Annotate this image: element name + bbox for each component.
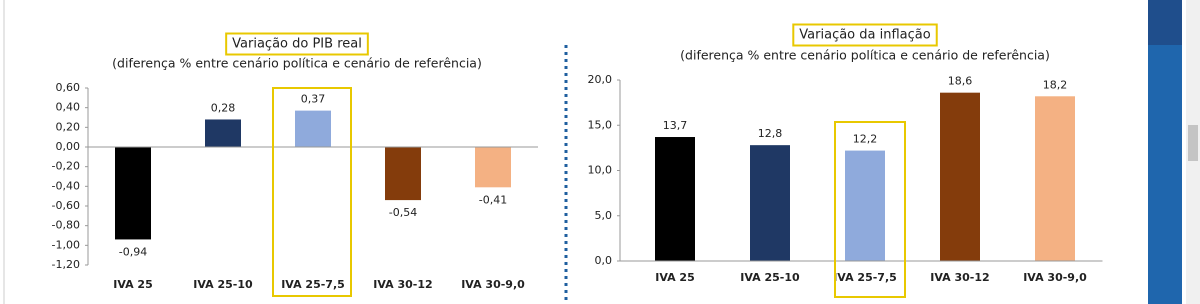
y-tick-label: 0,00 bbox=[56, 140, 81, 153]
bar bbox=[655, 137, 695, 261]
y-tick-label: -0,40 bbox=[52, 179, 80, 192]
chart-title: Variação da inflação bbox=[799, 28, 930, 43]
x-tick-label: IVA 25-7,5 bbox=[833, 271, 897, 284]
bar bbox=[205, 119, 241, 147]
x-tick-label: IVA 30-12 bbox=[930, 271, 989, 284]
y-tick-label: 10,0 bbox=[588, 164, 613, 177]
title-highlight bbox=[225, 32, 369, 56]
y-tick-label: 5,0 bbox=[595, 209, 613, 222]
y-tick-label: 0,40 bbox=[56, 101, 81, 114]
bar-highlight bbox=[834, 121, 906, 298]
bar bbox=[845, 150, 885, 261]
value-label: -0,94 bbox=[119, 245, 147, 258]
bar bbox=[940, 92, 980, 261]
y-tick-label: -1,20 bbox=[52, 258, 80, 271]
x-tick-label: IVA 30-12 bbox=[373, 278, 432, 291]
bar bbox=[295, 110, 331, 147]
y-tick-label: 0,0 bbox=[595, 254, 613, 267]
value-label: -0,54 bbox=[389, 206, 417, 219]
x-tick-label: IVA 30-9,0 bbox=[1023, 271, 1087, 284]
y-tick-label: -0,60 bbox=[52, 199, 80, 212]
bar bbox=[115, 147, 151, 240]
value-label: 18,6 bbox=[948, 75, 973, 88]
chart-title: Variação do PIB real bbox=[232, 37, 362, 52]
y-tick-label: -1,00 bbox=[52, 238, 80, 251]
bar bbox=[1035, 96, 1075, 261]
bar bbox=[385, 147, 421, 201]
value-label: 12,8 bbox=[758, 127, 783, 140]
title-highlight bbox=[792, 23, 938, 47]
x-tick-label: IVA 25 bbox=[655, 271, 695, 284]
y-tick-label: -0,80 bbox=[52, 219, 80, 232]
y-tick-label: 0,60 bbox=[56, 81, 81, 94]
side-panel bbox=[1148, 45, 1182, 304]
y-tick-label: 20,0 bbox=[588, 73, 613, 86]
chart-subtitle: (diferença % entre cenário política e ce… bbox=[680, 48, 1050, 63]
value-label: -0,41 bbox=[479, 193, 507, 206]
side-panel-top bbox=[1148, 0, 1182, 45]
bar bbox=[475, 147, 511, 188]
bar-highlight bbox=[272, 87, 352, 297]
x-tick-label: IVA 25-10 bbox=[193, 278, 253, 291]
scroll-thumb bbox=[1188, 125, 1198, 161]
chart-subtitle: (diferença % entre cenário política e ce… bbox=[112, 56, 482, 71]
value-label: 12,2 bbox=[853, 133, 878, 146]
value-label: 13,7 bbox=[663, 119, 688, 132]
value-label: 0,37 bbox=[301, 93, 326, 106]
x-tick-label: IVA 25-7,5 bbox=[281, 278, 345, 291]
y-tick-label: 0,20 bbox=[56, 120, 81, 133]
bar bbox=[750, 145, 790, 261]
value-label: 18,2 bbox=[1043, 78, 1068, 91]
x-tick-label: IVA 25 bbox=[113, 278, 153, 291]
x-tick-label: IVA 25-10 bbox=[740, 271, 800, 284]
value-label: 0,28 bbox=[211, 101, 236, 114]
y-tick-label: 15,0 bbox=[588, 118, 613, 131]
x-tick-label: IVA 30-9,0 bbox=[461, 278, 525, 291]
y-tick-label: -0,20 bbox=[52, 160, 80, 173]
